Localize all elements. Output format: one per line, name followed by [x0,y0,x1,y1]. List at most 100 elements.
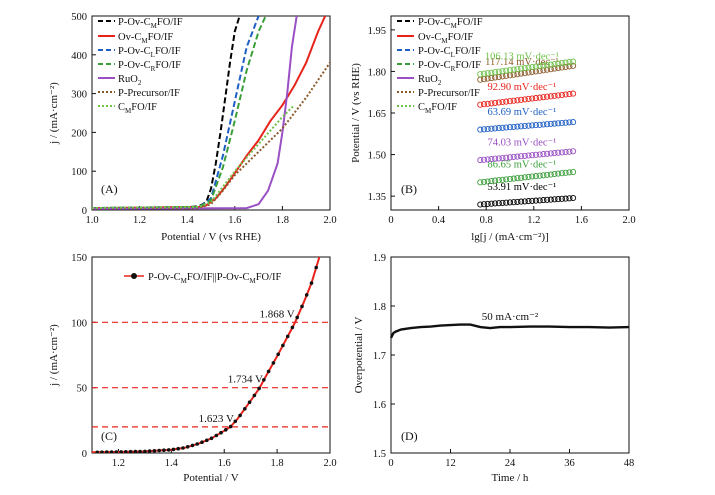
data-point [555,64,562,72]
data-point [276,352,281,357]
annotation-d: 50 mA·cm⁻² [482,311,539,323]
tafel-label: 53.91 mV·dec⁻¹ [488,182,557,193]
series-line [92,104,296,210]
data-point [558,119,565,127]
data-point [219,430,223,435]
data-point [551,61,558,68]
legend-a: P-Ov-CMFO/IF Ov-CMFO/IF P-Ov-CLFO/IF P-O… [98,17,183,115]
data-point [499,176,506,183]
data-point [544,66,551,73]
data-point [551,65,558,72]
data-point [529,197,536,204]
data-point [558,60,565,67]
tafel-label: 117.14 mV·dec⁻¹ [485,57,559,68]
data-point [506,175,514,183]
x-tick-label: 0.8 [480,215,493,226]
legend-entry: RuO2 [118,74,142,87]
data-point [495,200,502,207]
data-point [495,155,502,162]
data-point [271,361,276,365]
y-tick-label: 300 [71,90,87,101]
data-point [480,201,488,208]
x-tick-label: 1.0 [85,215,98,226]
data-point [262,378,266,382]
data-point [518,96,525,103]
data-point [499,154,506,162]
data-point [529,64,536,71]
data-point [138,449,142,453]
data-point [488,156,495,163]
data-point [518,65,525,72]
data-point [525,173,532,180]
data-point [532,173,539,180]
data-point [209,436,214,441]
data-point [558,91,565,99]
data-point [300,304,304,309]
y-tick-label: 100 [71,318,87,329]
reference-label: 1.734 V [228,374,263,386]
y-tick-label: 1.65 [368,109,386,120]
legend-entry: Ov-CMFO/IF [118,32,173,45]
data-point [544,121,551,128]
series-line [92,257,321,453]
data-point [532,122,539,129]
data-point [314,265,319,270]
y-axis-label-c: j / (mA·cm⁻²) [48,324,60,387]
data-point [143,449,147,453]
data-point [480,126,488,133]
data-point [119,450,123,453]
data-point [544,62,551,69]
data-point [480,156,488,163]
data-point [562,169,569,176]
data-point [238,413,242,418]
data-point [510,199,517,206]
x-tick-label: 36 [564,458,575,469]
series-line [92,16,298,210]
data-point [224,428,228,432]
data-point [477,157,484,164]
data-point [551,120,558,127]
data-point [540,121,547,128]
data-point [570,194,577,202]
data-point [205,438,209,443]
x-tick-label: 1.2 [112,458,125,469]
data-point [492,69,499,76]
data-point [536,63,543,70]
data-point [551,150,558,157]
panel-b: 0 0.4 0.8 1.2 1.6 2.0 1.35 1.50 1.65 1.80 1.95 53.… [350,15,636,243]
legend-b: P-Ov-CMFO/IF Ov-CMFO/IF P-Ov-CLFO/IF P-O… [397,17,483,115]
data-point [309,281,314,285]
data-point [540,172,547,179]
panel-d: 0 12 24 36 481.51.61.71.81.9 (D) 50 mA·cm⁻² … [353,253,634,484]
data-point [547,66,554,73]
data-point [544,196,551,203]
data-point [562,119,569,126]
data-point [570,119,577,126]
x-tick-label: 12 [445,458,456,469]
legend-entry: P-Precursor/IF [118,88,180,99]
y-tick-label: 1.9 [373,253,386,264]
data-point [480,101,488,108]
data-point [558,195,565,202]
data-point [521,152,528,159]
data-point [540,197,547,204]
data-point [499,199,506,206]
y-tick-label: 1.80 [368,67,386,78]
x-tick-label: 2.0 [323,458,336,469]
data-point [480,70,488,77]
data-point [536,197,543,204]
series-line [92,16,260,210]
data-point [480,178,488,185]
y-tick-label: 0 [82,206,87,217]
data-point [525,95,532,102]
tafel-label: 86.65 mV·dec⁻¹ [488,160,557,171]
data-point [484,178,491,185]
y-tick-label: 400 [71,51,87,62]
data-point [525,122,532,129]
data-point [503,98,510,105]
x-tick-label: 1.8 [271,458,284,469]
legend-entry: RuO2 [418,74,442,87]
data-point [562,91,569,98]
x-tick-label: 1.2 [527,215,540,226]
y-axis-label-b: Potential / V (vs RHE) [350,63,362,163]
